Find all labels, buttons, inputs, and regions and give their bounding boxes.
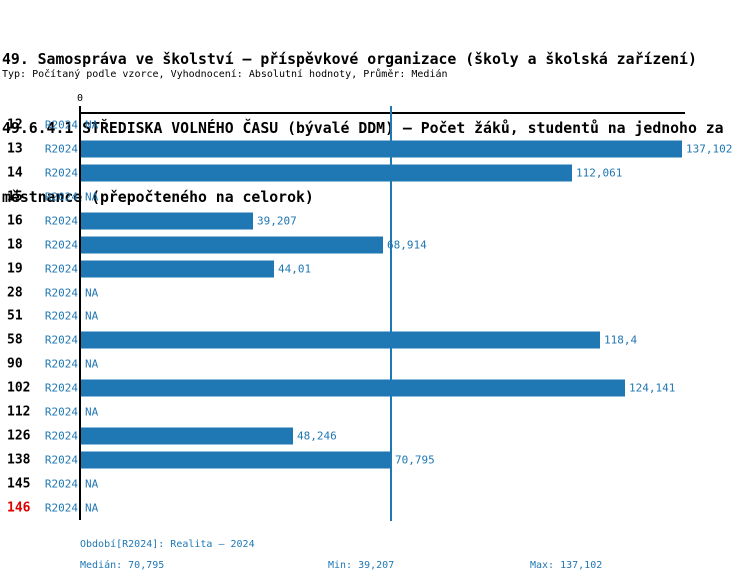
row-series-label: R2024 (44, 262, 78, 276)
row-id-label: 90 (7, 356, 23, 372)
row-id-label: 126 (7, 428, 31, 444)
row-id-label: 58 (7, 332, 23, 348)
footer-period: Období[R2024]: Realita – 2024 (80, 539, 255, 550)
row-id-label: 12 (7, 117, 23, 133)
row-value-label: NA (85, 501, 99, 515)
title-line-3: městnance (přepočteného na celorok) (2, 189, 314, 206)
chart-row: 12 R2024 NA (0, 113, 750, 137)
row-bar (81, 451, 391, 469)
row-series-label: R2024 (44, 501, 78, 515)
row-value-label: NA (85, 190, 99, 204)
title-line-2: 49.6.4.1 STŘEDISKA VOLNÉHO ČASU (bývalé … (2, 120, 724, 137)
row-value-label: 137,102 (686, 142, 733, 156)
row-id-label: 13 (7, 141, 23, 157)
chart-row: 146 R2024 NA (0, 496, 750, 520)
chart-row: 19 R2024 44,01 (0, 257, 750, 281)
row-value-label: NA (85, 357, 99, 371)
row-series-label: R2024 (44, 357, 78, 371)
row-series-label: R2024 (44, 309, 78, 323)
row-id-label: 16 (7, 213, 23, 229)
chart-row: 18 R2024 68,914 (0, 233, 750, 257)
row-bar (81, 164, 572, 182)
footer-median: Medián: 70,795 (80, 560, 165, 571)
page-title: 49. Samospráva ve školství – příspěvkové… (2, 2, 724, 232)
row-bar (81, 427, 293, 445)
row-series-label: R2024 (44, 118, 78, 132)
y-axis-line (79, 112, 81, 520)
row-id-label: 102 (7, 380, 31, 396)
median-reference-line (390, 106, 392, 521)
chart-row: 28 R2024 NA (0, 281, 750, 305)
row-series-label: R2024 (44, 477, 78, 491)
row-bar (81, 212, 253, 230)
chart-row: 13 R2024 137,102 (0, 137, 750, 161)
chart-row: 51 R2024 NA (0, 305, 750, 329)
row-series-label: R2024 (44, 429, 78, 443)
chart-row: 58 R2024 118,4 (0, 328, 750, 352)
chart-row: 145 R2024 NA (0, 472, 750, 496)
row-id-label: 28 (7, 285, 23, 301)
row-series-label: R2024 (44, 238, 78, 252)
row-series-label: R2024 (44, 333, 78, 347)
chart-row: 15 R2024 NA (0, 185, 750, 209)
row-id-label: 112 (7, 404, 31, 420)
row-bar (81, 140, 682, 158)
row-value-label: 70,795 (395, 453, 435, 467)
chart-row: 102 R2024 124,141 (0, 376, 750, 400)
chart-row: 138 R2024 70,795 (0, 448, 750, 472)
row-series-label: R2024 (44, 142, 78, 156)
x-axis-zero-tick (79, 106, 81, 113)
row-value-label: 44,01 (278, 262, 312, 276)
row-id-label: 145 (7, 476, 31, 492)
row-value-label: NA (85, 309, 99, 323)
row-value-label: NA (85, 477, 99, 491)
x-axis-line (80, 112, 685, 114)
x-axis-zero-tick-label: 0 (76, 93, 84, 104)
row-id-label: 14 (7, 165, 23, 181)
row-id-label: 146 (7, 500, 31, 516)
footer-min: Min: 39,207 (328, 560, 395, 571)
row-id-label: 18 (7, 237, 23, 253)
row-id-label: 138 (7, 452, 31, 468)
row-series-label: R2024 (44, 405, 78, 419)
row-series-label: R2024 (44, 381, 78, 395)
row-value-label: 68,914 (387, 238, 427, 252)
footer-max: Max: 137,102 (530, 560, 603, 571)
row-value-label: 112,061 (576, 166, 623, 180)
row-value-label: 39,207 (257, 214, 297, 228)
title-line-1: 49. Samospráva ve školství – příspěvkové… (2, 51, 697, 68)
chart-row: 90 R2024 NA (0, 352, 750, 376)
row-series-label: R2024 (44, 190, 78, 204)
row-series-label: R2024 (44, 453, 78, 467)
row-id-label: 19 (7, 261, 23, 277)
row-value-label: NA (85, 286, 99, 300)
row-value-label: 118,4 (604, 333, 638, 347)
row-bar (81, 260, 274, 278)
chart-row: 14 R2024 112,061 (0, 161, 750, 185)
row-bar (81, 236, 383, 254)
row-bar (81, 379, 625, 397)
chart-rows: 12 R2024 NA 13 R2024 137,102 14 R2024 112,061 15 R… (0, 113, 750, 520)
row-id-label: 51 (7, 308, 23, 324)
chart-row: 16 R2024 39,207 (0, 209, 750, 233)
row-value-label: 124,141 (629, 381, 676, 395)
chart-row: 112 R2024 NA (0, 400, 750, 424)
row-value-label: 48,246 (297, 429, 337, 443)
chart-row: 126 R2024 48,246 (0, 424, 750, 448)
chart-subtitle: Typ: Počítaný podle vzorce, Vyhodnocení:… (2, 69, 448, 80)
row-series-label: R2024 (44, 166, 78, 180)
row-value-label: NA (85, 405, 99, 419)
row-bar (81, 331, 600, 349)
row-series-label: R2024 (44, 214, 78, 228)
row-id-label: 15 (7, 189, 23, 205)
row-value-label: NA (85, 118, 99, 132)
row-series-label: R2024 (44, 286, 78, 300)
